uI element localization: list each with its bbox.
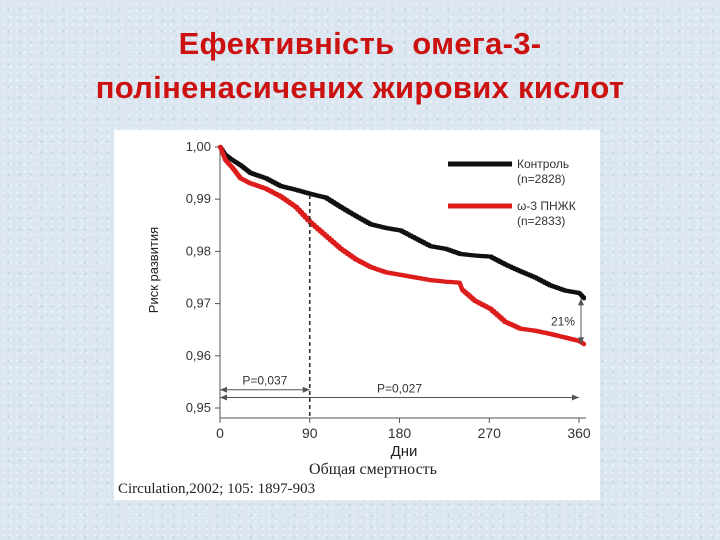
y-tick-label: 0,95 [186,400,211,415]
x-tick-label: 0 [216,425,224,441]
y-tick-label: 0,99 [186,191,211,206]
arrow-head-right [572,394,580,401]
x-tick-label: 270 [478,425,502,441]
arrow-head-left [220,394,227,401]
y-tick-label: 0,98 [186,243,211,258]
annotations: P=0,037 P=0,027 21% [220,195,585,418]
slide-title-line-2: поліненасичених жирових кислот [95,70,625,105]
axes: 0,95 0,96 0,97 0,98 0,99 1,00 0 90 180 270 360 [186,139,591,441]
x-tick-label: 180 [388,425,412,441]
reduction-label: 21% [551,314,575,328]
legend-label: Контроль [517,157,569,171]
slide-title-line-1: Ефективність омега-3- [178,26,542,61]
survival-chart: 0,95 0,96 0,97 0,98 0,99 1,00 0 90 180 270 360 P=0… [118,139,591,497]
y-tick-label: 0,96 [186,348,211,363]
citation: Circulation,2002; 105: 1897-903 [118,481,315,497]
x-axis-label: Дни [391,443,418,460]
p-value-label: P=0,037 [242,374,287,388]
series-line-control [217,144,587,301]
legend-sublabel: (n=2833) [517,214,565,228]
y-tick-label: 0,97 [186,296,211,311]
arrow-head-down [578,337,585,345]
x-tick-label: 360 [567,425,591,441]
arrow-head-left [220,386,227,393]
p-value-label: P=0,027 [377,382,422,396]
series [217,144,587,347]
y-tick-label: 1,00 [186,139,211,154]
chart-subtitle: Общая смертность [309,461,437,478]
legend-label: ω-3 ПНЖК [517,199,576,213]
arrow-head-right [302,386,310,393]
arrow-head-up [578,298,585,306]
legend: Контроль(n=2828) ω-3 ПНЖК(n=2833) [448,157,576,228]
slide-title: Ефективність омега-3- поліненасичених жи… [0,22,720,110]
legend-sublabel: (n=2828) [517,172,565,186]
y-axis-label: Риск развития [146,227,161,313]
chart-panel: 0,95 0,96 0,97 0,98 0,99 1,00 0 90 180 270 360 P=0… [114,130,600,500]
x-tick-label: 90 [302,425,318,441]
